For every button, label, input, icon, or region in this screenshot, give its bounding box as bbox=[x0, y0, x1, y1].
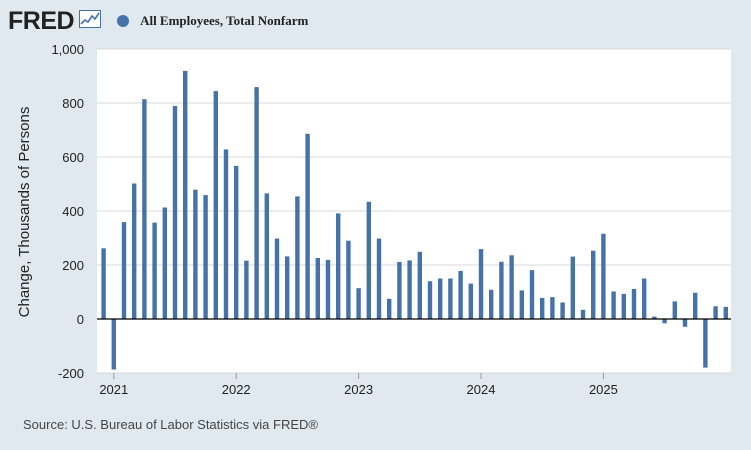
y-tick-label: 1,000 bbox=[51, 42, 84, 57]
bar[interactable] bbox=[529, 270, 535, 319]
y-tick-label: 200 bbox=[62, 258, 84, 273]
bar[interactable] bbox=[682, 319, 688, 327]
bar[interactable] bbox=[376, 238, 382, 320]
y-tick-label: 400 bbox=[62, 204, 84, 219]
x-axis-ticks: 2021 2022 2023 2024 2025 bbox=[99, 373, 618, 397]
bar[interactable] bbox=[631, 289, 637, 319]
bar[interactable] bbox=[570, 256, 575, 319]
bar[interactable] bbox=[438, 278, 443, 320]
bar[interactable] bbox=[458, 270, 463, 319]
bar[interactable] bbox=[652, 316, 657, 319]
bar[interactable] bbox=[672, 301, 677, 319]
bar[interactable] bbox=[152, 222, 157, 319]
bars bbox=[101, 70, 728, 370]
y-tick-label: -200 bbox=[58, 366, 84, 381]
y-axis-label: Change, Thousands of Persons bbox=[16, 107, 33, 318]
bar[interactable] bbox=[499, 261, 504, 319]
x-tick-label: 2024 bbox=[467, 382, 496, 397]
bar[interactable] bbox=[642, 278, 647, 320]
bar[interactable] bbox=[723, 306, 728, 319]
bar[interactable] bbox=[346, 240, 351, 319]
bar[interactable] bbox=[223, 149, 229, 319]
bar[interactable] bbox=[713, 306, 718, 319]
bar[interactable] bbox=[101, 248, 106, 319]
bar[interactable] bbox=[580, 309, 586, 319]
bar[interactable] bbox=[611, 291, 616, 320]
bar[interactable] bbox=[172, 106, 178, 319]
bar[interactable] bbox=[417, 251, 422, 319]
bar[interactable] bbox=[703, 319, 708, 368]
bar[interactable] bbox=[591, 250, 596, 319]
bar[interactable] bbox=[366, 201, 371, 319]
bar[interactable] bbox=[162, 207, 167, 320]
bar[interactable] bbox=[407, 260, 412, 319]
bar[interactable] bbox=[325, 259, 331, 319]
bar[interactable] bbox=[142, 99, 147, 319]
bar[interactable] bbox=[356, 288, 361, 319]
bar[interactable] bbox=[213, 91, 218, 319]
legend-label: All Employees, Total Nonfarm bbox=[140, 13, 309, 28]
bar[interactable] bbox=[285, 256, 290, 319]
x-tick-label: 2023 bbox=[344, 382, 373, 397]
bar[interactable] bbox=[274, 238, 280, 320]
bar[interactable] bbox=[132, 183, 137, 320]
bar[interactable] bbox=[509, 255, 514, 319]
bar[interactable] bbox=[315, 258, 320, 319]
bar[interactable] bbox=[193, 189, 198, 319]
bar[interactable] bbox=[601, 233, 606, 319]
bar[interactable] bbox=[478, 249, 484, 319]
bar[interactable] bbox=[550, 297, 555, 319]
bar[interactable] bbox=[489, 289, 494, 319]
y-tick-label: 600 bbox=[62, 150, 84, 165]
bar[interactable] bbox=[540, 297, 545, 319]
bar[interactable] bbox=[427, 281, 433, 319]
bar[interactable] bbox=[448, 278, 453, 320]
line-chart-icon bbox=[79, 9, 102, 33]
bar[interactable] bbox=[234, 165, 239, 319]
x-tick-label: 2025 bbox=[589, 382, 618, 397]
gridlines bbox=[97, 48, 731, 374]
bar[interactable] bbox=[336, 213, 341, 319]
bar[interactable] bbox=[295, 196, 300, 319]
bar[interactable] bbox=[183, 70, 188, 320]
bar[interactable] bbox=[305, 133, 310, 319]
bar[interactable] bbox=[662, 319, 667, 324]
bar[interactable] bbox=[693, 292, 698, 319]
bar[interactable] bbox=[254, 87, 259, 319]
x-tick-label: 2022 bbox=[222, 382, 251, 397]
bar[interactable] bbox=[387, 298, 392, 320]
bar[interactable] bbox=[121, 222, 127, 319]
bar[interactable] bbox=[244, 260, 249, 319]
header: FRED All Employees, Total Nonfarm bbox=[8, 6, 308, 36]
fred-logo[interactable]: FRED bbox=[8, 6, 75, 35]
bar[interactable] bbox=[397, 262, 402, 319]
bar[interactable] bbox=[264, 193, 269, 319]
bar[interactable] bbox=[560, 302, 565, 320]
y-tick-label: 800 bbox=[62, 96, 84, 111]
bar[interactable] bbox=[203, 195, 208, 319]
bar[interactable] bbox=[519, 290, 524, 319]
x-tick-label: 2021 bbox=[99, 382, 128, 397]
bar[interactable] bbox=[468, 283, 473, 319]
legend-marker bbox=[117, 15, 130, 27]
y-tick-label: 0 bbox=[77, 312, 84, 327]
bar[interactable] bbox=[111, 319, 116, 370]
y-axis-ticks: -200 0 200 400 600 800 1,000 bbox=[51, 42, 84, 381]
source-note: Source: U.S. Bureau of Labor Statistics … bbox=[23, 417, 318, 432]
bar[interactable] bbox=[621, 293, 626, 319]
